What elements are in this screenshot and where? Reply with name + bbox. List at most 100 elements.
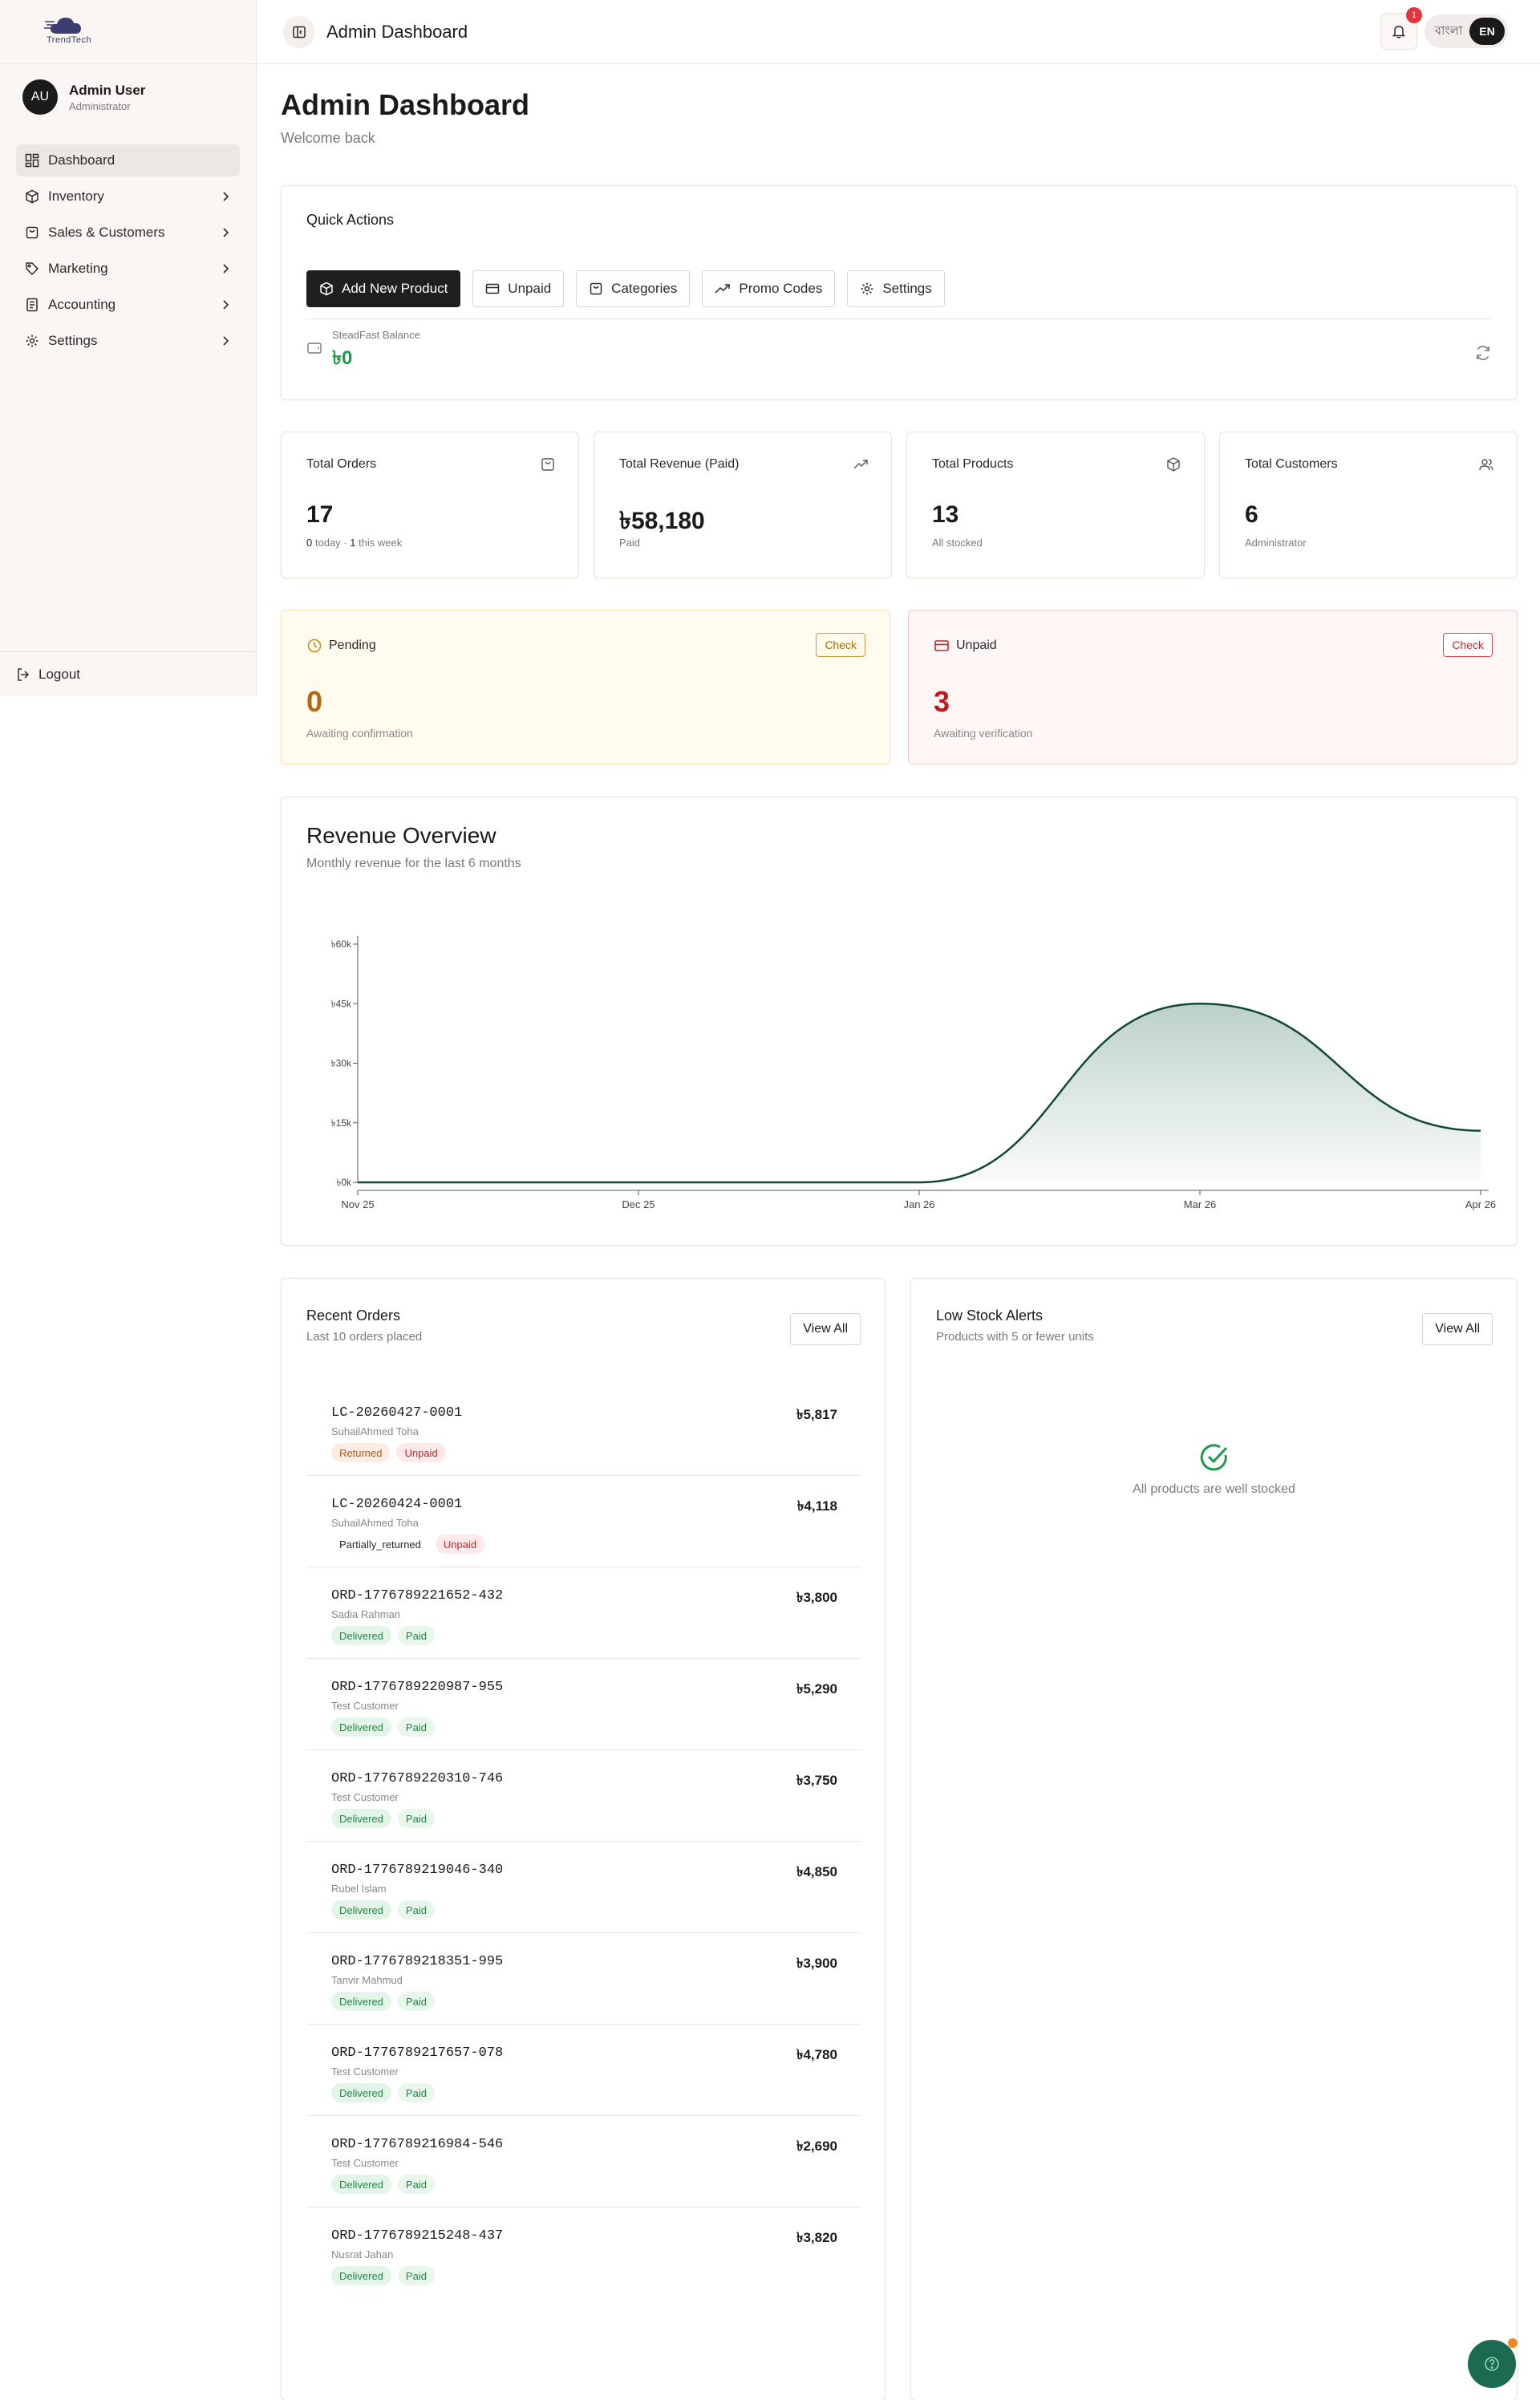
steadfast-label: SteadFast Balance [332, 329, 420, 341]
sidebar-item-label: Inventory [48, 189, 104, 204]
low-stock-card: Low Stock Alerts Products with 5 or fewe… [910, 1278, 1518, 2400]
stat-label: Total Customers [1245, 457, 1338, 471]
order-amount: ৳4,118 [796, 1498, 837, 1514]
order-id: LC-20260424-0001 [331, 1497, 463, 1512]
trend-icon [715, 284, 731, 294]
stat-label: Total Revenue (Paid) [619, 457, 740, 471]
button-label: Settings [882, 281, 932, 296]
order-row[interactable]: ORD-1776789217657-078 ৳4,780 Test Customer… [306, 2025, 861, 2116]
logo[interactable]: TrendTech [0, 0, 256, 64]
order-id: ORD-1776789220310-746 [331, 1771, 504, 1786]
unpaid-alert-card: Unpaid Check 3 Awaiting verification [908, 610, 1518, 764]
unpaid-button[interactable]: Unpaid [472, 270, 565, 307]
avatar: AU [22, 79, 58, 115]
help-button[interactable] [1468, 2338, 1518, 2388]
add-new-product-button[interactable]: Add New Product [306, 270, 461, 307]
view-all-stock-button[interactable]: View All [1422, 1313, 1493, 1345]
order-amount: ৳3,800 [796, 1590, 837, 1605]
stat-label: Total Products [932, 457, 1014, 471]
lang-bn-option[interactable]: বাংলা [1434, 23, 1463, 38]
stat-total-revenue: Total Revenue (Paid) ৳58,180 Paid [594, 432, 892, 578]
order-badges: Partially_returned Unpaid [331, 1534, 485, 1554]
order-row[interactable]: ORD-1776789220310-746 ৳3,750 Test Customer… [306, 1750, 861, 1842]
bell-icon [1392, 26, 1406, 39]
alert-value: 0 [306, 685, 323, 718]
order-status-badge: Delivered [331, 1992, 391, 2011]
stat-sub: Administrator [1245, 537, 1307, 549]
y-tick-label: ৳45k [331, 998, 352, 1009]
order-badges: Delivered Paid [331, 1626, 435, 1645]
logout-button[interactable]: Logout [0, 651, 256, 696]
promo-codes-button[interactable]: Promo Codes [702, 270, 836, 307]
order-customer: Nusrat Jahan [331, 2248, 394, 2260]
order-amount: ৳4,780 [796, 2047, 837, 2062]
order-badges: Delivered Paid [331, 1717, 435, 1737]
revenue-overview-card: Revenue Overview Monthly revenue for the… [281, 797, 1518, 1246]
card-icon [486, 283, 500, 294]
notifications-button[interactable]: 1 [1380, 7, 1422, 50]
view-all-orders-button[interactable]: View All [790, 1313, 861, 1345]
sidebar-item-settings[interactable]: Settings [16, 325, 240, 357]
unpaid-check-button[interactable]: Check [1443, 633, 1493, 657]
sidebar-item-marketing[interactable]: Marketing [16, 253, 240, 285]
pending-check-button[interactable]: Check [816, 633, 865, 657]
order-row[interactable]: ORD-1776789219046-340 ৳4,850 Rubel Islam De… [306, 1842, 861, 1933]
lang-en-option[interactable]: EN [1469, 18, 1505, 45]
payment-status-badge: Paid [397, 2266, 435, 2285]
order-id: ORD-1776789216984-546 [331, 2137, 504, 2152]
steadfast-value: ৳0 [332, 347, 353, 369]
revenue-chart: ৳0k ৳15k ৳30k ৳45k ৳60k Nov 25 Dec 25 Jan 26 Mar… [331, 936, 1496, 1210]
card-icon [934, 640, 949, 651]
payment-status-badge: Paid [397, 2083, 435, 2102]
stock-ok-text: All products are well stocked [1133, 1482, 1295, 1496]
x-tick-label: Nov 25 [341, 1198, 374, 1210]
ledger-icon [24, 297, 40, 313]
steadfast-balance: SteadFast Balance ৳0 [306, 329, 420, 375]
sidebar-item-label: Accounting [48, 297, 116, 312]
chevron-right-icon [223, 264, 229, 274]
order-list: LC-20260427-0001 ৳5,817 SuhailAhmed Toha Re… [306, 1384, 861, 2299]
order-customer: Test Customer [331, 1700, 399, 1712]
sidebar-item-label: Dashboard [48, 152, 116, 168]
user-profile: AU Admin User Administrator [0, 64, 256, 130]
recent-orders-subtitle: Last 10 orders placed [306, 1330, 423, 1344]
order-customer: Test Customer [331, 2066, 399, 2078]
page-subtitle: Welcome back [281, 130, 375, 146]
order-id: ORD-1776789215248-437 [331, 2228, 504, 2244]
sidebar-item-inventory[interactable]: Inventory [16, 180, 240, 213]
logout-label: Logout [38, 666, 80, 682]
categories-button[interactable]: Categories [576, 270, 691, 307]
settings-button[interactable]: Settings [847, 270, 945, 307]
order-row[interactable]: LC-20260424-0001 ৳4,118 SuhailAhmed Toha Pa… [306, 1476, 861, 1567]
gear-icon [24, 333, 40, 349]
refresh-icon[interactable] [1473, 343, 1493, 363]
order-amount: ৳3,750 [796, 1773, 837, 1788]
sidebar-item-accounting[interactable]: Accounting [16, 289, 240, 321]
order-amount: ৳4,850 [796, 1864, 837, 1879]
order-row[interactable]: ORD-1776789218351-995 ৳3,900 Tanvir Mahmud… [306, 1933, 861, 2025]
user-name: Admin User [69, 82, 146, 98]
order-row[interactable]: ORD-1776789215248-437 ৳3,820 Nusrat Jahan D… [306, 2207, 861, 2299]
sidebar-item-sales-customers[interactable]: Sales & Customers [16, 217, 240, 249]
order-row[interactable]: ORD-1776789220987-955 ৳5,290 Test Customer… [306, 1659, 861, 1750]
sidebar-item-dashboard[interactable]: Dashboard [16, 144, 240, 176]
chevron-right-icon [223, 192, 229, 201]
order-badges: Returned Unpaid [331, 1443, 446, 1462]
y-tick-label: ৳0k [336, 1177, 352, 1188]
chevron-right-icon [223, 300, 229, 310]
language-switch[interactable]: বাংলা EN [1424, 14, 1508, 48]
revenue-title: Revenue Overview [306, 823, 496, 848]
order-row[interactable]: ORD-1776789221652-432 ৳3,800 Sadia Rahman D… [306, 1567, 861, 1659]
alert-sub: Awaiting confirmation [306, 727, 413, 740]
order-badges: Delivered Paid [331, 2175, 435, 2194]
order-customer: SuhailAhmed Toha [331, 1517, 419, 1529]
order-row[interactable]: ORD-1776789216984-546 ৳2,690 Test Customer… [306, 2116, 861, 2207]
alert-value: 3 [934, 685, 950, 718]
sidebar-toggle-button[interactable] [283, 15, 315, 48]
revenue-area [358, 1003, 1481, 1182]
recent-orders-card: Recent Orders Last 10 orders placed View… [281, 1278, 886, 2400]
top-bar: Admin Dashboard 1 বাংলা EN [257, 0, 1540, 64]
stat-total-orders: Total Orders 17 0 today · 1 this week [281, 432, 579, 578]
order-row[interactable]: LC-20260427-0001 ৳5,817 SuhailAhmed Toha Re… [306, 1384, 861, 1476]
order-customer: Rubel Islam [331, 1883, 387, 1895]
